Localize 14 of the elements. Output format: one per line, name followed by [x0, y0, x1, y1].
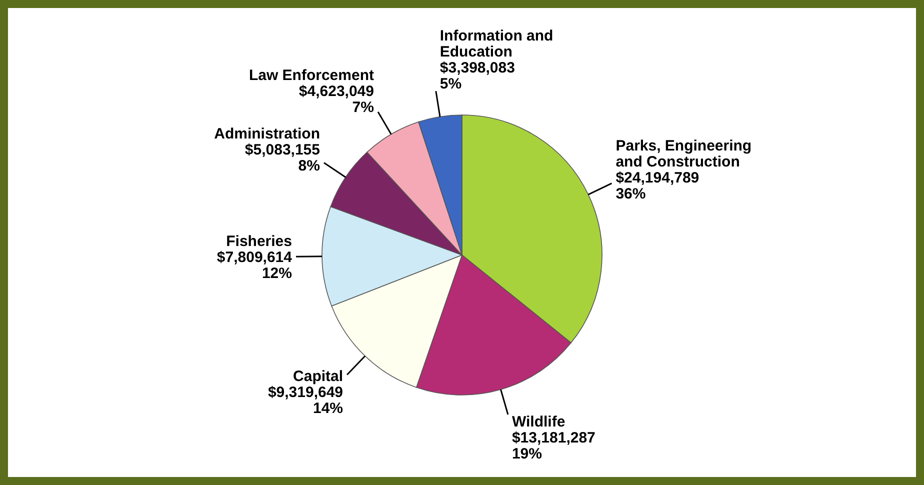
data-label: $7,809,614 12% [216, 248, 293, 282]
slice-label: Wildlife [512, 414, 566, 431]
data-label: $9,319,649 14% [268, 384, 344, 418]
slice-label: Parks, Engineering and Construction [616, 137, 752, 170]
data-label: $3,398,083 5% [440, 59, 515, 92]
data-label: $5,083,155 8% [244, 141, 320, 174]
slice-label: Law Enforcement [248, 67, 374, 84]
slice-label: Fisheries [226, 232, 292, 250]
slice-label: Capital [293, 368, 344, 386]
slice-label: Information and Education [440, 27, 554, 60]
data-label: $13,181,287 19% [512, 430, 596, 463]
slice-label: Administration [214, 125, 320, 142]
data-label: $24,194,789 36% [616, 169, 700, 202]
data-label: $4,623,049 7% [298, 83, 374, 116]
